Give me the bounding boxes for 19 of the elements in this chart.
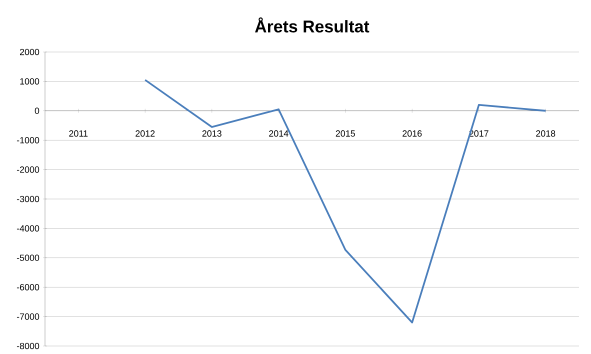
x-tick-label: 2013 <box>202 130 222 137</box>
x-tick-label: 2014 <box>269 130 288 137</box>
y-tick-label: 1000 <box>20 78 40 85</box>
y-tick-label: -6000 <box>16 284 40 290</box>
x-tick-label: 2012 <box>136 130 155 137</box>
y-tick-label: -5000 <box>16 254 40 261</box>
y-tick-label: -4000 <box>16 225 40 232</box>
y-tick-label: 2000 <box>20 48 40 56</box>
y-tick-label: -8000 <box>16 342 40 350</box>
x-tick-label: 2018 <box>536 130 556 137</box>
chart-title: Årets Resultat <box>255 17 370 33</box>
y-tick-label: -7000 <box>16 313 40 320</box>
x-tick-label: 2015 <box>336 130 355 137</box>
y-tick-label: -1000 <box>16 137 40 144</box>
y-tick-label: 0 <box>34 108 40 114</box>
y-tick-label: -3000 <box>16 196 40 202</box>
y-tick-label: -2000 <box>16 166 40 173</box>
x-tick-label: 2011 <box>69 130 88 137</box>
x-tick-label: 2016 <box>402 130 422 137</box>
